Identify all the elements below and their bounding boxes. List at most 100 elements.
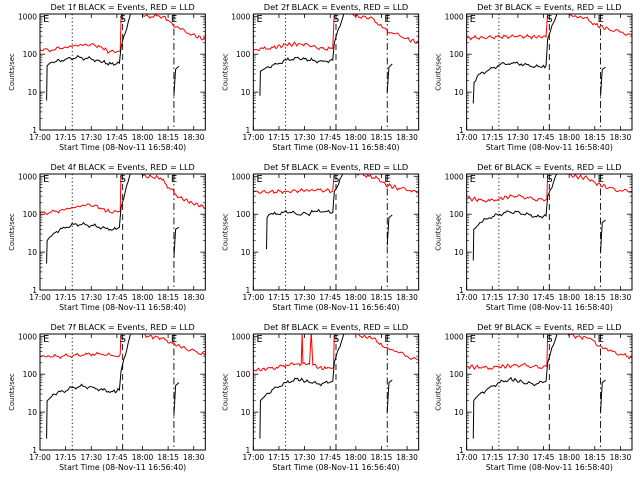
plot-frame — [39, 333, 206, 451]
x-tick-label: 17:45 — [106, 293, 128, 302]
x-tick-label: 18:00 — [558, 293, 580, 302]
events-series-line — [259, 14, 345, 96]
x-tick-label: 18:15 — [584, 133, 606, 142]
x-tick-label: 17:15 — [55, 293, 77, 302]
series-group — [253, 174, 419, 250]
series-group — [466, 14, 632, 104]
event-marker-label: E — [171, 14, 177, 25]
y-axis-label: Counts/sec — [221, 373, 229, 411]
x-tick-label: 18:30 — [396, 293, 418, 302]
x-tick-label: 17:15 — [481, 453, 503, 462]
event-marker-label: E — [171, 174, 177, 185]
chart-title: Det 6f BLACK = Events, RED = LLD — [477, 162, 621, 172]
lld-series-line — [253, 14, 419, 52]
x-tick-label: 17:45 — [106, 453, 128, 462]
chart-title: Det 9f BLACK = Events, RED = LLD — [477, 322, 621, 332]
events-series-line — [173, 382, 180, 416]
y-tick-label: 1 — [246, 126, 251, 135]
events-series-line — [173, 226, 180, 259]
event-marker-label: S — [120, 174, 126, 185]
y-tick-label: 100 — [449, 210, 464, 219]
event-marker-label: E — [598, 14, 604, 25]
y-tick-label: 1 — [246, 446, 251, 455]
x-tick-label: 18:00 — [345, 453, 367, 462]
x-tick-label: 17:15 — [268, 453, 290, 462]
events-series-line — [46, 14, 131, 101]
events-series-line — [173, 65, 180, 96]
y-tick-label: 1 — [32, 446, 37, 455]
events-series-line — [259, 334, 345, 439]
series-group — [40, 14, 206, 101]
x-tick-label: 18:30 — [610, 293, 632, 302]
x-tick-label: 17:00 — [243, 293, 265, 302]
y-tick-label: 1000 — [445, 332, 464, 341]
event-marker-label: E — [384, 174, 390, 185]
y-tick-label: 10 — [241, 248, 251, 257]
event-marker-label: S — [333, 174, 339, 185]
plot-frame — [252, 13, 420, 131]
y-tick-label: 1000 — [18, 172, 37, 181]
y-axis-label: Counts/sec — [8, 213, 16, 251]
event-marker-label: E — [256, 334, 262, 345]
y-axis-label: Counts/sec — [435, 373, 443, 411]
y-axis-label: Counts/sec — [435, 53, 443, 91]
lld-series-line — [466, 174, 632, 203]
y-tick-label: 1000 — [231, 332, 250, 341]
event-marker-label: S — [546, 174, 552, 185]
x-axis-label: Start Time (08-Nov-11 16:58:40) — [59, 143, 186, 152]
event-marker-label: S — [120, 14, 126, 25]
x-tick-label: 18:15 — [371, 133, 393, 142]
x-tick-label: 17:45 — [533, 293, 555, 302]
x-tick-label: 18:30 — [183, 293, 205, 302]
x-axis-label: Start Time (08-Nov-11 16:56:40) — [272, 463, 399, 472]
event-marker-label: S — [333, 334, 339, 345]
events-series-line — [600, 219, 606, 253]
x-tick-label: 17:30 — [507, 453, 529, 462]
series-group — [253, 14, 419, 96]
y-axis-label: Counts/sec — [221, 213, 229, 251]
x-tick-label: 18:00 — [558, 133, 580, 142]
x-axis-label: Start Time (08-Nov-11 16:58:40) — [486, 303, 613, 312]
x-tick-label: 17:15 — [55, 453, 77, 462]
y-tick-label: 10 — [454, 248, 464, 257]
plot-frame — [252, 333, 420, 451]
plot-frame — [252, 173, 420, 291]
chart-panel-4: Det 4f BLACK = Events, RED = LLD 17:00 17:… — [8, 162, 206, 312]
x-axis-label: Start Time (08-Nov-11 16:56:40) — [272, 303, 399, 312]
x-tick-label: 18:15 — [584, 293, 606, 302]
x-tick-label: 18:30 — [396, 133, 418, 142]
y-tick-label: 1000 — [231, 172, 250, 181]
x-tick-label: 17:30 — [294, 453, 316, 462]
x-tick-label: 18:00 — [558, 453, 580, 462]
x-tick-label: 17:30 — [80, 293, 102, 302]
lld-series-line — [466, 334, 632, 371]
y-tick-label: 1000 — [18, 332, 37, 341]
x-tick-label: 18:15 — [371, 293, 393, 302]
x-tick-label: 17:30 — [294, 133, 316, 142]
events-series-line — [386, 214, 393, 246]
y-tick-label: 1 — [32, 126, 37, 135]
x-tick-label: 17:45 — [319, 453, 341, 462]
x-axis-label: Start Time (08-Nov-11 16:56:40) — [59, 463, 186, 472]
x-axis-label: Start Time (08-Nov-11 16:58:40) — [486, 463, 613, 472]
x-tick-label: 18:15 — [157, 293, 179, 302]
y-axis-label: Counts/sec — [8, 373, 16, 411]
event-marker-label: E — [470, 14, 476, 25]
events-series-line — [266, 174, 344, 250]
x-tick-label: 17:00 — [243, 133, 265, 142]
events-series-line — [46, 334, 131, 439]
x-tick-label: 17:45 — [533, 453, 555, 462]
chart-title: Det 7f BLACK = Events, RED = LLD — [50, 322, 194, 332]
x-tick-label: 18:00 — [345, 133, 367, 142]
y-tick-label: 100 — [449, 370, 464, 379]
y-tick-label: 100 — [23, 370, 38, 379]
x-tick-label: 17:15 — [481, 293, 503, 302]
event-marker-label: E — [470, 334, 476, 345]
y-tick-label: 10 — [27, 408, 37, 417]
events-series-line — [600, 379, 606, 413]
